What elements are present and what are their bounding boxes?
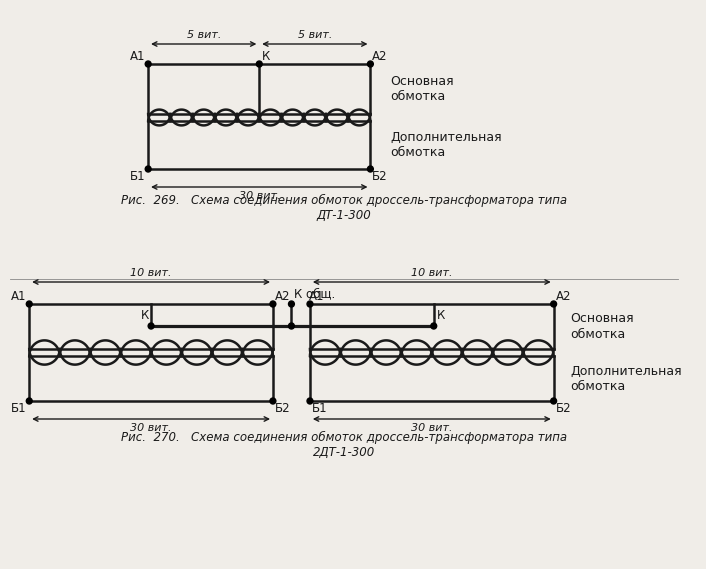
Text: К: К [262,50,270,63]
Text: Дополнительная
обмотка: Дополнительная обмотка [570,365,682,393]
Text: Рис.  269.   Схема соединения обмоток дроссель-трансформатора типа: Рис. 269. Схема соединения обмоток дросс… [121,194,567,207]
Circle shape [270,398,276,404]
Text: А1: А1 [309,290,325,303]
Circle shape [289,323,294,329]
Text: Основная
обмотка: Основная обмотка [570,312,634,340]
Text: Основная
обмотка: Основная обмотка [390,75,453,103]
Text: Б2: Б2 [556,402,571,415]
Circle shape [551,398,556,404]
Circle shape [307,301,313,307]
Text: Рис.  270.   Схема соединения обмоток дроссель-трансформатора типа: Рис. 270. Схема соединения обмоток дросс… [121,431,567,444]
Text: 10 вит.: 10 вит. [131,268,172,278]
Text: К: К [437,309,445,322]
Text: Дополнительная
обмотка: Дополнительная обмотка [390,131,501,159]
Circle shape [289,301,294,307]
Text: 5 вит.: 5 вит. [186,30,221,40]
Circle shape [26,301,32,307]
Circle shape [256,61,262,67]
Text: 30 вит.: 30 вит. [131,423,172,433]
Text: А2: А2 [372,50,388,63]
Text: 10 вит.: 10 вит. [411,268,453,278]
Text: А2: А2 [556,290,571,303]
Circle shape [307,398,313,404]
Text: Б1: Б1 [312,402,328,415]
Text: Б1: Б1 [11,402,26,415]
Text: А1: А1 [130,50,145,63]
Text: 30 вит.: 30 вит. [411,423,453,433]
Circle shape [148,323,154,329]
Circle shape [145,61,151,67]
Text: Б1: Б1 [130,170,145,183]
Text: Б2: Б2 [372,170,388,183]
Circle shape [551,301,556,307]
Circle shape [367,166,373,172]
Text: А2: А2 [275,290,290,303]
Text: К: К [141,309,149,322]
Circle shape [270,301,276,307]
Circle shape [367,61,373,67]
Text: К общ.: К общ. [294,287,335,300]
Text: 30 вит.: 30 вит. [239,191,280,201]
Text: А1: А1 [11,290,26,303]
Text: 2ДТ-1-300: 2ДТ-1-300 [313,446,375,459]
Text: 5 вит.: 5 вит. [298,30,332,40]
Text: ДТ-1-300: ДТ-1-300 [317,209,371,222]
Circle shape [26,398,32,404]
Text: Б2: Б2 [275,402,290,415]
Circle shape [431,323,437,329]
Circle shape [145,166,151,172]
